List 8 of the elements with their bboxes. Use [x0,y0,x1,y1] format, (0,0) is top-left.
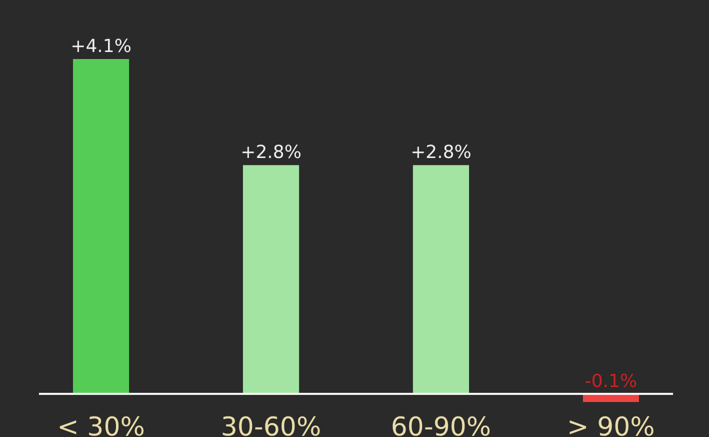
data-label: +2.8% [410,142,472,164]
x-tick-label: 30-60% [220,412,322,437]
data-label: -0.1% [584,370,638,392]
data-label: +4.1% [70,36,132,57]
x-tick-label: < 30% [57,412,145,437]
data-label: +2.8% [240,142,302,164]
x-tick-label: > 90% [567,412,655,437]
x-tick-label: 60-90% [390,412,492,437]
